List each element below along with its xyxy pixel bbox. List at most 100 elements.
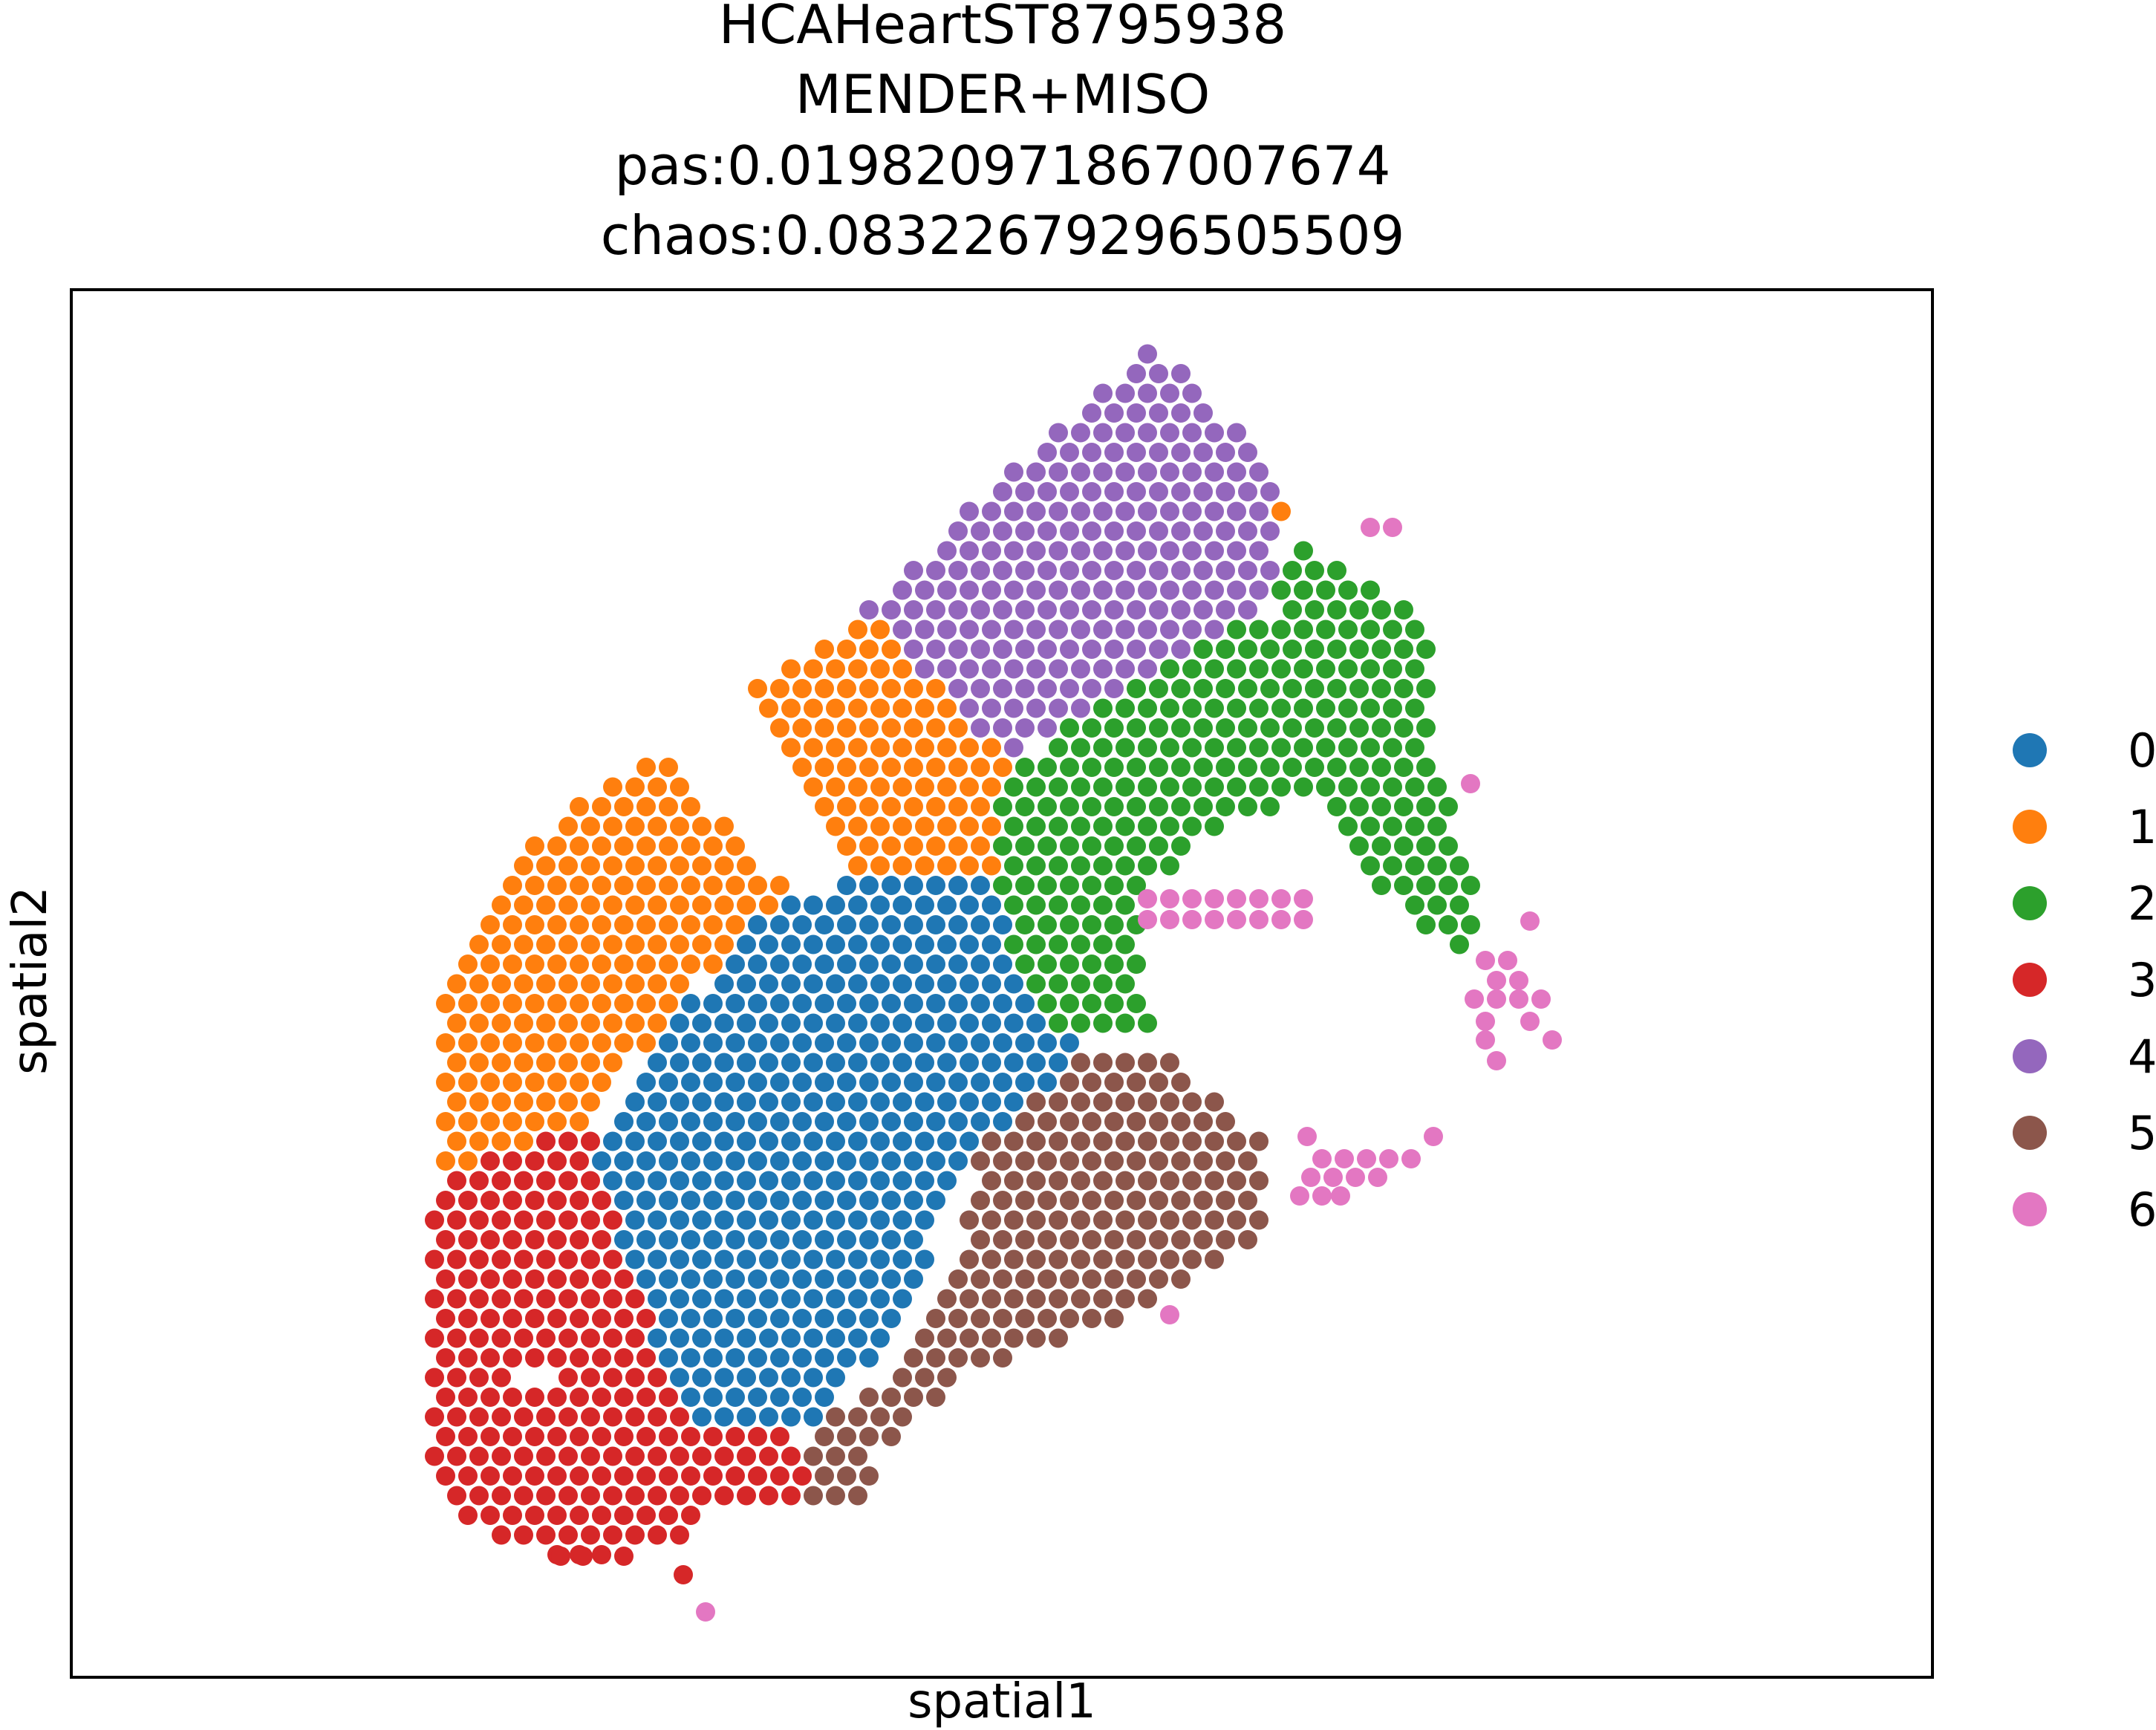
spot-cluster-1	[636, 1033, 656, 1053]
spot-cluster-4	[1082, 443, 1101, 462]
spot-cluster-1	[570, 994, 589, 1013]
spot-cluster-2	[1439, 836, 1458, 856]
spot-cluster-1	[547, 1033, 567, 1053]
spot-cluster-2	[1361, 580, 1380, 600]
spot-cluster-2	[1015, 915, 1035, 934]
spot-cluster-1	[815, 718, 834, 738]
spot-cluster-3	[536, 1486, 556, 1506]
spot-cluster-1	[748, 679, 767, 698]
spot-cluster-0	[670, 1368, 689, 1388]
spot-cluster-0	[1004, 974, 1023, 994]
spot-cluster-0	[692, 1249, 711, 1269]
spot-cluster-6	[1271, 910, 1291, 929]
spot-cluster-4	[1127, 482, 1146, 501]
spot-cluster-2	[1216, 758, 1235, 777]
spot-cluster-0	[848, 1092, 867, 1112]
spot-cluster-1	[960, 816, 979, 836]
spot-cluster-3	[536, 1446, 556, 1466]
spot-cluster-0	[748, 1112, 767, 1131]
spot-cluster-1	[525, 915, 544, 934]
spot-cluster-0	[804, 1210, 823, 1230]
spot-cluster-3	[469, 1328, 489, 1348]
legend-item-4: 4	[2013, 1030, 2156, 1084]
spot-cluster-2	[1116, 934, 1135, 955]
spot-cluster-3	[547, 1427, 567, 1446]
spot-cluster-0	[882, 994, 901, 1013]
spot-cluster-5	[1205, 1210, 1224, 1230]
spot-cluster-5	[1004, 1328, 1023, 1348]
spot-cluster-4	[1160, 541, 1179, 561]
spot-cluster-4	[971, 521, 990, 541]
spot-cluster-3	[503, 1191, 522, 1210]
spot-cluster-3	[447, 1328, 466, 1348]
spot-cluster-0	[703, 1230, 723, 1249]
spot-cluster-2	[1327, 797, 1346, 816]
spot-cluster-2	[1305, 758, 1324, 777]
spot-cluster-4	[1193, 561, 1213, 580]
spot-cluster-5	[1127, 1073, 1146, 1092]
spot-cluster-3	[551, 1547, 570, 1566]
spot-cluster-4	[1015, 718, 1035, 738]
spot-cluster-0	[770, 1269, 789, 1289]
spot-cluster-2	[1104, 915, 1124, 934]
spot-cluster-1	[547, 876, 567, 895]
spot-cluster-4	[1004, 462, 1023, 482]
spot-cluster-0	[893, 1171, 912, 1191]
spot-cluster-1	[558, 856, 578, 876]
spot-cluster-2	[1205, 816, 1224, 836]
spot-cluster-0	[670, 1013, 689, 1033]
spot-cluster-1	[848, 659, 867, 679]
spot-cluster-0	[804, 974, 823, 994]
spot-cluster-2	[1394, 600, 1413, 620]
spot-cluster-2	[1383, 620, 1402, 640]
spot-cluster-0	[915, 1131, 934, 1151]
spot-cluster-4	[971, 561, 990, 580]
spot-cluster-5	[993, 1348, 1012, 1368]
spot-cluster-0	[792, 915, 812, 934]
spot-cluster-5	[1060, 1112, 1079, 1131]
spot-cluster-6	[1361, 518, 1380, 537]
spot-cluster-0	[792, 1112, 812, 1131]
spot-cluster-5	[1160, 1249, 1179, 1269]
spot-cluster-2	[1427, 856, 1447, 876]
spot-cluster-5	[1082, 1151, 1101, 1171]
spot-cluster-0	[915, 934, 934, 955]
spot-cluster-0	[904, 1269, 923, 1289]
spot-cluster-2	[1372, 836, 1391, 856]
spot-cluster-3	[759, 1446, 778, 1466]
spot-cluster-3	[581, 1486, 600, 1506]
spot-cluster-0	[926, 1033, 945, 1053]
spot-cluster-1	[915, 777, 934, 797]
spot-cluster-2	[1294, 541, 1313, 561]
spot-cluster-0	[726, 1230, 745, 1249]
spot-cluster-2	[1349, 758, 1369, 777]
spot-cluster-5	[1093, 1289, 1113, 1309]
legend-label-4: 4	[2128, 1030, 2156, 1084]
spot-cluster-2	[1416, 679, 1436, 698]
spot-cluster-0	[659, 1309, 678, 1328]
spot-cluster-4	[1238, 521, 1257, 541]
spot-cluster-4	[993, 640, 1012, 659]
spot-cluster-2	[1138, 1013, 1157, 1033]
spot-cluster-3	[447, 1486, 466, 1506]
spot-cluster-5	[1138, 1289, 1157, 1309]
spot-cluster-0	[1015, 1073, 1035, 1092]
spot-cluster-4	[1049, 541, 1068, 561]
spot-cluster-4	[960, 501, 979, 521]
spot-cluster-1	[436, 1151, 455, 1171]
spot-cluster-4	[1004, 580, 1023, 600]
spot-cluster-0	[926, 1191, 945, 1210]
spot-cluster-1	[636, 758, 656, 777]
spot-cluster-4	[1249, 580, 1268, 600]
spot-cluster-0	[848, 1171, 867, 1191]
spot-cluster-0	[636, 1112, 656, 1131]
spot-cluster-0	[870, 1092, 890, 1112]
spot-cluster-2	[1160, 856, 1179, 876]
spot-cluster-5	[1193, 1230, 1213, 1249]
spot-cluster-1	[837, 836, 856, 856]
title-line-4: chaos:0.08322679296505509	[601, 204, 1405, 267]
spot-cluster-1	[915, 856, 934, 876]
spot-cluster-3	[425, 1249, 444, 1269]
spot-cluster-1	[503, 1073, 522, 1092]
spot-cluster-1	[592, 876, 611, 895]
